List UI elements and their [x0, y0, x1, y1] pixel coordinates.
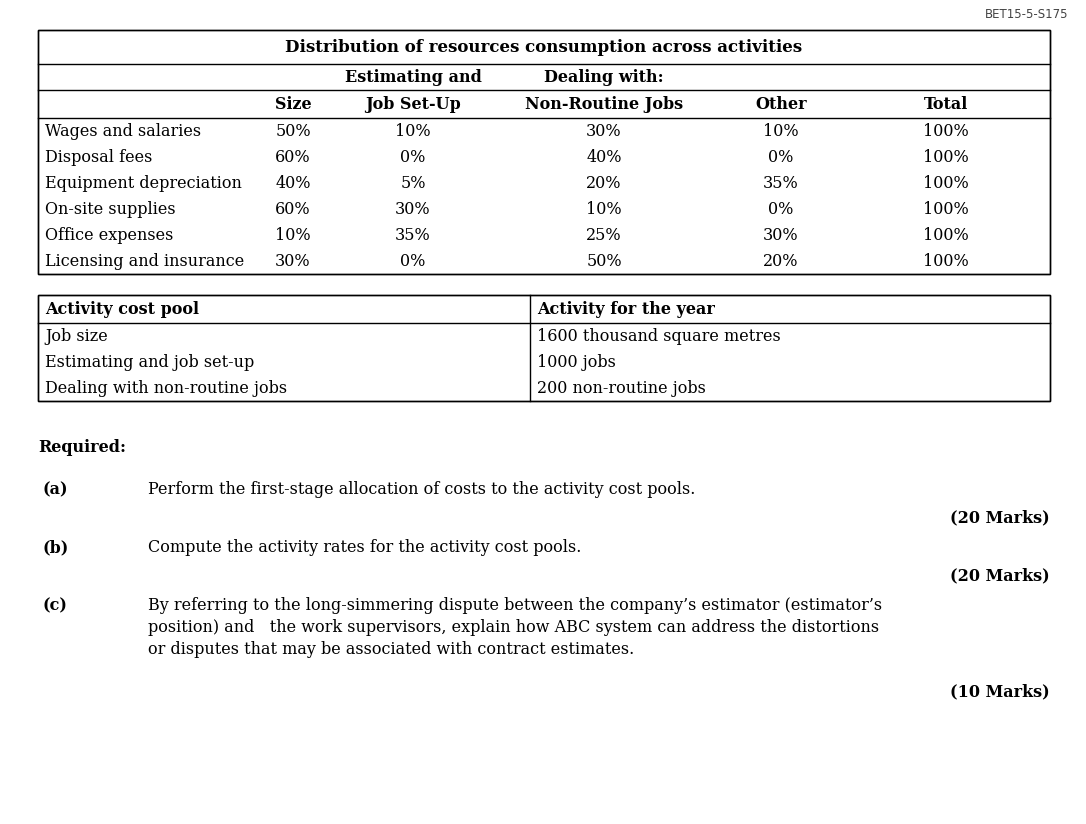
Text: 0%: 0% [768, 148, 794, 166]
Text: Equipment depreciation: Equipment depreciation [45, 175, 242, 191]
Text: Dealing with:: Dealing with: [544, 68, 664, 86]
Text: Dealing with non-routine jobs: Dealing with non-routine jobs [45, 380, 287, 396]
Text: Perform the first-stage allocation of costs to the activity cost pools.: Perform the first-stage allocation of co… [148, 481, 695, 498]
Text: Office expenses: Office expenses [45, 227, 174, 244]
Text: 35%: 35% [395, 227, 431, 244]
Text: 10%: 10% [395, 123, 431, 139]
Text: Disposal fees: Disposal fees [45, 148, 152, 166]
Text: Wages and salaries: Wages and salaries [45, 123, 201, 139]
Text: 0%: 0% [401, 252, 426, 269]
Text: BET15-5-S175: BET15-5-S175 [985, 8, 1068, 21]
Text: By referring to the long-simmering dispute between the company’s estimator (esti: By referring to the long-simmering dispu… [148, 597, 882, 614]
Text: (a): (a) [42, 481, 67, 498]
Text: Required:: Required: [38, 439, 126, 456]
Text: Distribution of resources consumption across activities: Distribution of resources consumption ac… [286, 39, 803, 55]
Text: 25%: 25% [586, 227, 622, 244]
Bar [38, 30, 1050, 274]
Text: (10 Marks): (10 Marks) [950, 683, 1050, 700]
Text: On-site supplies: On-site supplies [45, 200, 176, 218]
Text: 1600 thousand square metres: 1600 thousand square metres [536, 327, 781, 344]
Text: Other: Other [755, 96, 807, 113]
Bar [38, 295, 1050, 401]
Text: 40%: 40% [586, 148, 622, 166]
Text: 200 non-routine jobs: 200 non-routine jobs [536, 380, 706, 396]
Text: Size: Size [275, 96, 312, 113]
Text: Estimating and job set-up: Estimating and job set-up [45, 353, 254, 371]
Text: 60%: 60% [275, 200, 311, 218]
Text: or disputes that may be associated with contract estimates.: or disputes that may be associated with … [148, 641, 634, 658]
Text: 100%: 100% [923, 123, 969, 139]
Text: 10%: 10% [586, 200, 622, 218]
Text: (b): (b) [42, 539, 68, 556]
Text: 0%: 0% [401, 148, 426, 166]
Text: (20 Marks): (20 Marks) [950, 509, 1050, 526]
Text: 100%: 100% [923, 227, 969, 244]
Text: Job size: Job size [45, 327, 108, 344]
Text: position) and   the work supervisors, explain how ABC system can address the dis: position) and the work supervisors, expl… [148, 619, 880, 636]
Bar [38, 30, 1050, 274]
Text: Non-Routine Jobs: Non-Routine Jobs [525, 96, 683, 113]
Text: 0%: 0% [768, 200, 794, 218]
Text: 100%: 100% [923, 175, 969, 191]
Text: 20%: 20% [763, 252, 798, 269]
Text: 1000 jobs: 1000 jobs [536, 353, 616, 371]
Text: 10%: 10% [275, 227, 311, 244]
Text: 30%: 30% [275, 252, 311, 269]
Text: 100%: 100% [923, 200, 969, 218]
Text: 50%: 50% [275, 123, 311, 139]
Text: Total: Total [924, 96, 968, 113]
Text: 100%: 100% [923, 252, 969, 269]
Text: Compute the activity rates for the activity cost pools.: Compute the activity rates for the activ… [148, 539, 581, 556]
Text: 30%: 30% [586, 123, 622, 139]
Text: Estimating and: Estimating and [344, 68, 481, 86]
Text: 30%: 30% [763, 227, 799, 244]
Text: 30%: 30% [395, 200, 431, 218]
Text: 100%: 100% [923, 148, 969, 166]
Text: 35%: 35% [763, 175, 799, 191]
Text: (20 Marks): (20 Marks) [950, 567, 1050, 584]
Text: 10%: 10% [763, 123, 799, 139]
Text: Job Set-Up: Job Set-Up [365, 96, 460, 113]
Text: 40%: 40% [275, 175, 311, 191]
Text: 20%: 20% [586, 175, 622, 191]
Text: (c): (c) [42, 597, 67, 614]
Text: Activity for the year: Activity for the year [536, 301, 715, 317]
Text: 50%: 50% [586, 252, 622, 269]
Text: 5%: 5% [401, 175, 426, 191]
Text: Licensing and insurance: Licensing and insurance [45, 252, 244, 269]
Text: Activity cost pool: Activity cost pool [45, 301, 199, 317]
Text: 60%: 60% [275, 148, 311, 166]
Bar [38, 295, 1050, 401]
